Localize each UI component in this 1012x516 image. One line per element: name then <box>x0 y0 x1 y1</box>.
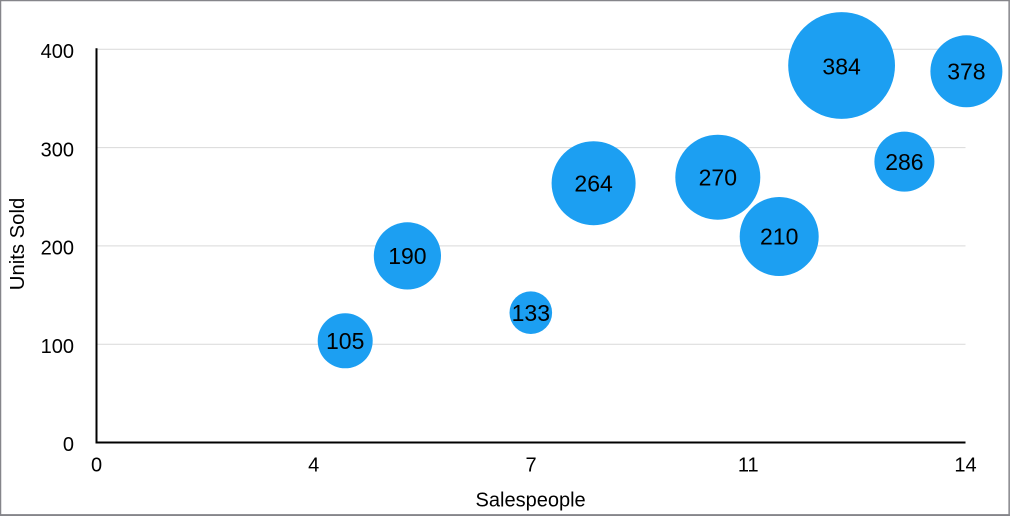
svg-text:11: 11 <box>738 455 759 477</box>
svg-text:100: 100 <box>41 336 74 358</box>
svg-text:384: 384 <box>822 54 861 80</box>
svg-text:105: 105 <box>326 328 364 354</box>
svg-text:4: 4 <box>308 455 319 477</box>
svg-text:200: 200 <box>41 238 74 260</box>
svg-text:14: 14 <box>954 455 976 477</box>
svg-text:286: 286 <box>885 149 923 175</box>
svg-text:7: 7 <box>525 455 536 477</box>
svg-text:400: 400 <box>41 41 74 63</box>
svg-text:210: 210 <box>760 224 798 250</box>
svg-text:300: 300 <box>41 139 74 161</box>
svg-text:264: 264 <box>574 170 613 196</box>
svg-text:378: 378 <box>947 59 985 85</box>
svg-text:270: 270 <box>699 164 737 190</box>
svg-text:0: 0 <box>91 455 102 477</box>
svg-text:133: 133 <box>512 300 550 326</box>
svg-text:0: 0 <box>63 434 74 456</box>
svg-text:Salespeople: Salespeople <box>476 490 586 512</box>
svg-text:190: 190 <box>388 243 426 269</box>
svg-text:Units Sold: Units Sold <box>7 198 29 290</box>
